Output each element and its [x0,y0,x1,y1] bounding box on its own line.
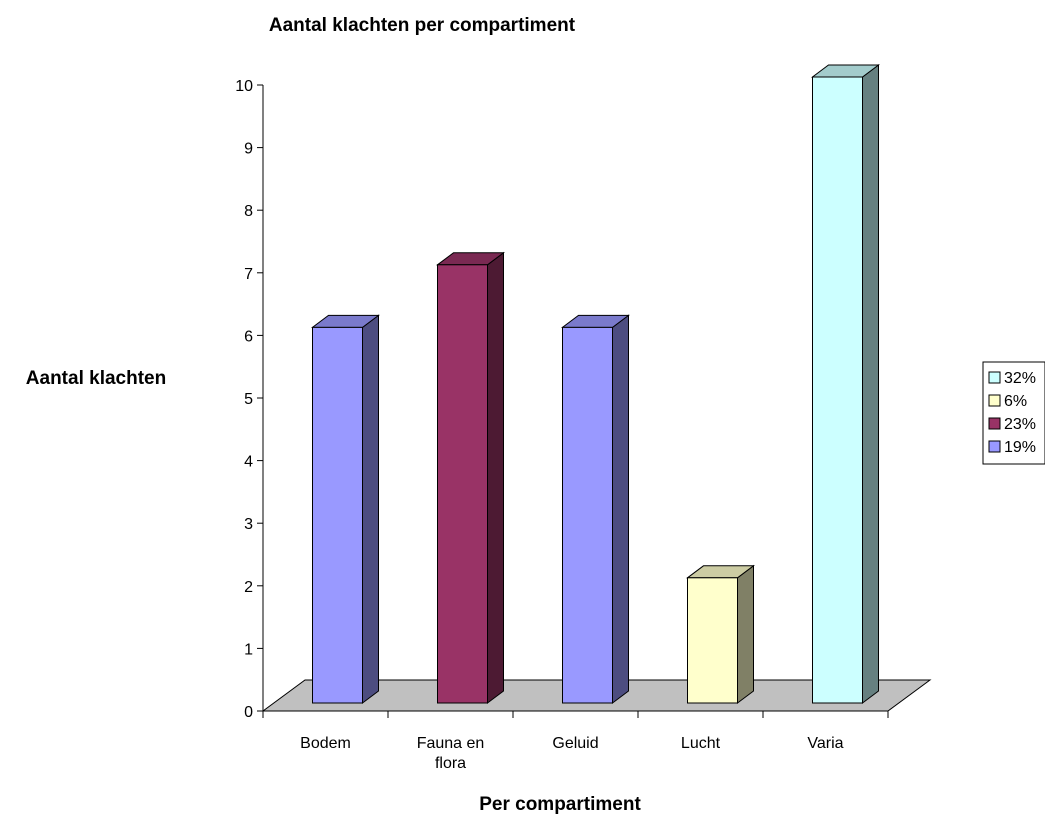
y-tick-label: 2 [244,579,253,596]
legend-swatch [988,371,1001,384]
y-tick-label: 8 [244,203,253,220]
bar-front [562,326,613,704]
x-axis-ticks: Bodem Fauna en flora Geluid Lucht Varia [262,711,889,772]
bar-front [437,264,488,704]
bar [686,564,755,704]
x-tick-label: Lucht [681,735,721,752]
y-tick-label: 7 [244,266,253,283]
y-tick-label: 5 [244,391,253,408]
legend-swatch [988,417,1001,430]
legend-swatch [988,440,1001,453]
legend: 32% 6% 23% 19% [982,361,1045,465]
bar [561,314,630,704]
bar [435,251,506,704]
x-tick-label: Bodem [300,735,351,752]
y-tick-label: 0 [244,704,253,721]
legend-label: 32% [1004,370,1036,387]
chart-title: Aantal klachten per compartiment [269,15,576,36]
bar-side [487,251,504,704]
x-tick-label: flora [435,755,466,772]
y-tick-label: 10 [235,78,253,95]
bar-front [312,326,363,704]
y-axis-title: Aantal klachten [26,368,166,389]
bar-side [737,564,754,704]
bar-side [612,314,629,704]
legend-label: 19% [1004,439,1036,456]
y-tick-label: 4 [244,454,253,471]
y-tick-label: 6 [244,328,253,345]
bar [311,314,380,704]
x-axis-title: Per compartiment [479,794,641,815]
bar-front [687,577,738,704]
y-tick-label: 1 [244,641,253,658]
x-tick-label: Geluid [552,735,598,752]
x-tick-label: Varia [807,735,843,752]
bar-side [862,64,879,704]
bar [811,64,880,704]
y-tick-label: 3 [244,516,253,533]
legend-label: 23% [1004,416,1036,433]
legend-swatch [988,394,1001,407]
y-axis-ticks: 0 1 2 3 4 5 6 7 8 9 10 [235,78,263,721]
bar-front [812,76,863,704]
bar-side [362,314,379,704]
x-tick-label: Fauna en [417,735,485,752]
y-tick-label: 9 [244,141,253,158]
legend-label: 6% [1004,393,1027,410]
bars-group [311,64,880,704]
